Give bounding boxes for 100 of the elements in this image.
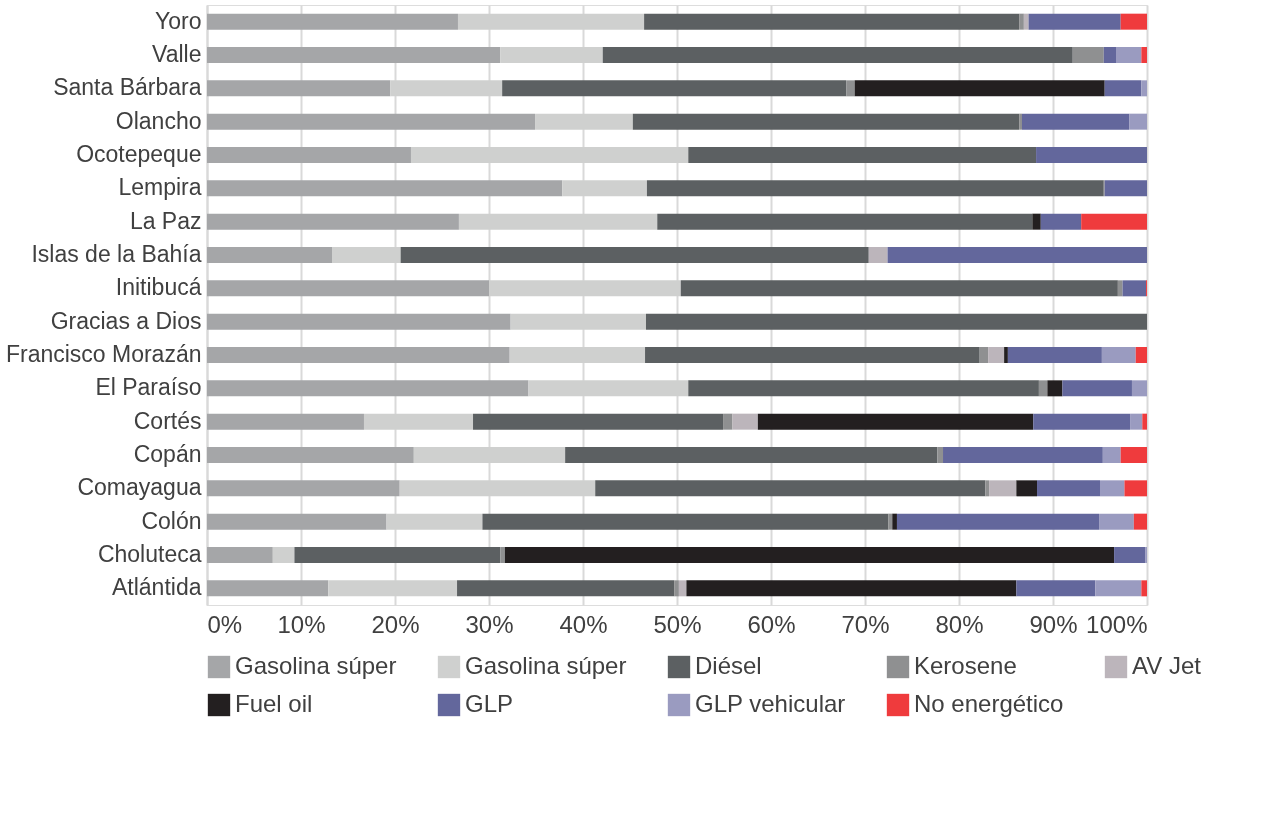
- y-tick-label: Ocotepeque: [76, 141, 202, 167]
- y-tick-label: Olancho: [115, 107, 202, 134]
- bar: [207, 547, 273, 563]
- bar: [688, 147, 1037, 163]
- bar: [979, 347, 989, 363]
- x-tick-label: 10%: [277, 610, 326, 638]
- y-tick-label: Colón: [141, 507, 202, 534]
- bar: [892, 513, 897, 530]
- y-tick-label: Copán: [133, 441, 202, 467]
- x-tick-label: 20%: [371, 610, 420, 638]
- y-tick-label: Gracias a Dios: [50, 307, 202, 334]
- bar: [723, 413, 733, 430]
- bar: [1072, 47, 1104, 63]
- bar: [632, 113, 1020, 130]
- bar: [207, 480, 400, 497]
- bar: [207, 280, 489, 297]
- bar: [207, 13, 458, 30]
- bar: [1004, 347, 1008, 363]
- legend-label: Gasolina súper: [465, 652, 627, 679]
- bar: [207, 347, 510, 363]
- bar: [1062, 380, 1132, 397]
- y-tick-label: Atlántida: [111, 574, 202, 601]
- x-tick-label: 0%: [207, 610, 243, 638]
- bar: [854, 80, 1105, 97]
- x-tick-label: 40%: [559, 610, 608, 638]
- bar: [1100, 480, 1125, 497]
- bar: [674, 580, 679, 597]
- bar: [1133, 513, 1147, 530]
- bar: [502, 80, 847, 97]
- bar: [1047, 380, 1063, 397]
- bar: [602, 47, 1073, 63]
- bar: [1115, 47, 1142, 63]
- bar: [207, 447, 414, 463]
- bar: [482, 513, 889, 530]
- bar: [1104, 180, 1147, 197]
- bar: [207, 513, 387, 530]
- bar: [272, 547, 295, 563]
- bar: [500, 547, 505, 563]
- bar: [732, 413, 758, 430]
- bar: [1141, 80, 1147, 97]
- bar: [565, 447, 938, 463]
- y-tick-label: Yoro: [155, 7, 202, 34]
- bar: [1141, 580, 1147, 597]
- x-tick-label: 60%: [747, 610, 796, 638]
- x-tick-label: 70%: [841, 610, 890, 638]
- x-tick-label: 30%: [465, 610, 514, 638]
- y-tick-label: Valle: [152, 41, 202, 67]
- bar: [1007, 347, 1102, 363]
- bar: [294, 547, 501, 563]
- bar: [1120, 447, 1147, 463]
- bar: [1122, 280, 1147, 297]
- bar: [1028, 13, 1121, 30]
- bar: [1032, 213, 1041, 230]
- bar: [1101, 347, 1136, 363]
- bar: [207, 313, 511, 330]
- bar: [887, 247, 1147, 263]
- legend-label: GLP vehicular: [695, 690, 846, 717]
- bar: [595, 480, 986, 497]
- legend-label: AV Jet: [1132, 652, 1202, 679]
- x-tick-label: 50%: [653, 610, 702, 638]
- y-tick-label: Choluteca: [97, 541, 202, 567]
- x-tick-label: 80%: [935, 610, 984, 638]
- bar: [207, 213, 459, 230]
- bar: [846, 80, 855, 97]
- bar: [937, 447, 944, 463]
- bar: [1104, 80, 1142, 97]
- bar: [1016, 480, 1038, 497]
- bar: [207, 380, 529, 397]
- bar: [1019, 13, 1024, 30]
- bar: [207, 247, 333, 263]
- bar: [688, 380, 1039, 397]
- bar: [1033, 413, 1131, 430]
- bar: [678, 580, 687, 597]
- bar: [985, 480, 990, 497]
- bar: [1103, 47, 1116, 63]
- legend-label: No energético: [914, 690, 1064, 717]
- y-tick-label: Islas de la Bahía: [31, 241, 202, 267]
- bar: [680, 280, 1118, 297]
- bar: [1124, 480, 1147, 497]
- bar: [1114, 547, 1146, 563]
- y-tick-label: El Paraíso: [95, 374, 202, 401]
- bar: [1102, 447, 1121, 463]
- y-tick-label: Cortés: [133, 407, 202, 434]
- bar: [1141, 47, 1147, 63]
- y-tick-label: La Paz: [129, 207, 202, 234]
- bar: [1120, 13, 1147, 30]
- bar: [646, 180, 1104, 197]
- bar: [1129, 113, 1147, 130]
- bar: [988, 347, 1005, 363]
- bar: [207, 80, 391, 97]
- legend-label: Fuel oil: [235, 690, 313, 717]
- bar: [1016, 580, 1096, 597]
- bar: [1131, 380, 1147, 397]
- bar: [207, 113, 536, 130]
- bar: [207, 147, 411, 163]
- x-tick-label: 90%: [1029, 610, 1078, 638]
- bar: [1117, 280, 1123, 297]
- bar: [1135, 347, 1147, 363]
- bar: [896, 513, 1100, 530]
- bar: [1040, 213, 1082, 230]
